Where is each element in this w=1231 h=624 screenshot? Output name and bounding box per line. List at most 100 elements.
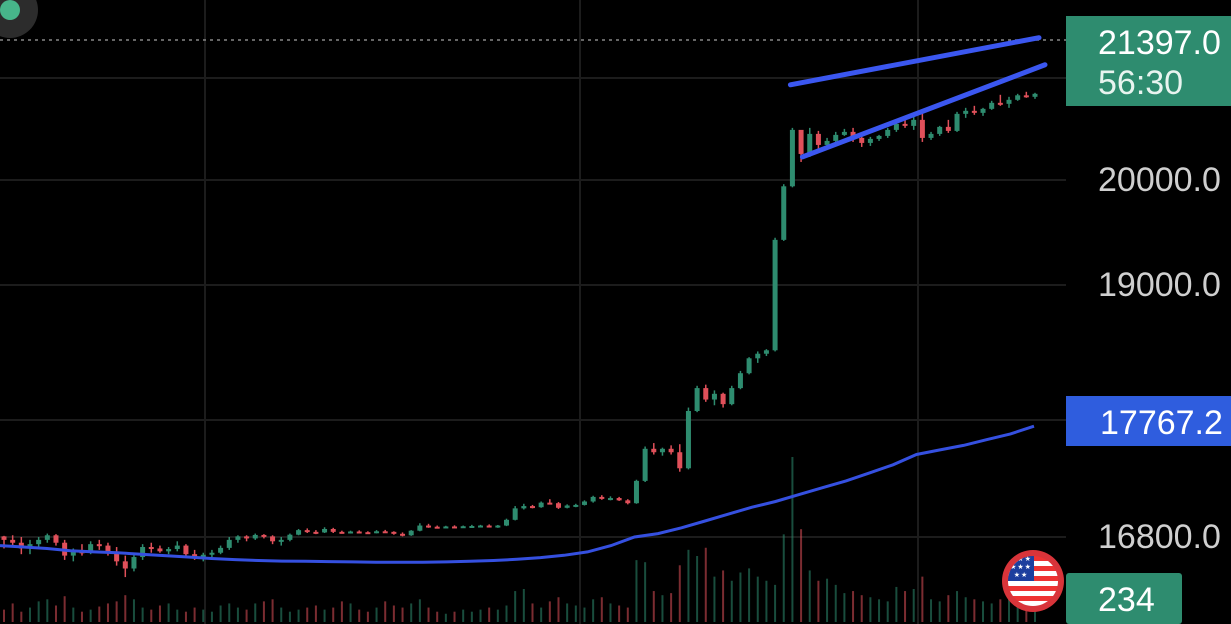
candle-body [746, 358, 752, 374]
candle-body [452, 526, 458, 529]
candle-body [330, 528, 336, 532]
volume-bar [418, 599, 421, 622]
volume-bar [106, 603, 109, 622]
volume-bar [774, 584, 777, 622]
candle-body [348, 531, 354, 534]
candle-body [356, 531, 362, 534]
candle-body [573, 504, 579, 507]
candle-body [997, 102, 1003, 105]
volume-bar [895, 586, 898, 622]
y-tick-label: 16800.0 [1098, 518, 1221, 556]
candle-body [417, 525, 423, 531]
volume-bar [843, 593, 846, 622]
volume-bar [644, 562, 647, 622]
volume-bar [704, 547, 707, 622]
volume-bar [947, 595, 950, 622]
volume-bar [228, 603, 231, 622]
candle-body [434, 526, 440, 529]
candle-body [555, 503, 561, 508]
candle-body [833, 134, 839, 141]
candle-body [148, 547, 154, 550]
volume-bar [98, 606, 101, 622]
candle-body [36, 539, 42, 545]
candle-body [659, 448, 665, 453]
volume-bar [453, 611, 456, 622]
volume-bar [332, 607, 335, 622]
volume-bar [912, 589, 915, 622]
candle-body [460, 526, 466, 529]
volume-bar [956, 591, 959, 622]
volume-bar [800, 529, 803, 622]
current-price-value: 21397.0 [1098, 24, 1221, 62]
candle-body [703, 388, 709, 400]
candle-body [504, 519, 510, 526]
candle-body [339, 531, 345, 534]
volume-bar [63, 596, 66, 622]
volume-bar [852, 591, 855, 622]
candle-body [252, 534, 258, 539]
candle-body [867, 138, 873, 143]
candle-body [885, 129, 891, 136]
candle-body [720, 393, 726, 405]
volume-bar [254, 603, 257, 622]
volume-bar [808, 570, 811, 622]
volume-bar [592, 599, 595, 622]
volume-bar [202, 609, 205, 622]
rising-wedge-trendlines[interactable] [787, 35, 1048, 160]
candle-body [694, 388, 700, 411]
candle-body [547, 502, 553, 505]
candle-body [512, 508, 518, 520]
volume-bar [288, 611, 291, 622]
candle-body [954, 113, 960, 131]
volume-bar [358, 609, 361, 622]
candle-body [278, 539, 284, 542]
candle-body [296, 530, 302, 535]
candle-body [443, 526, 449, 529]
y-tick-label: 19000.0 [1098, 266, 1221, 304]
volume-bar [366, 611, 369, 622]
candle-body [781, 186, 787, 240]
candle-body [261, 534, 267, 537]
candle-body [815, 133, 821, 145]
candle-body [1032, 93, 1038, 97]
candle-body [122, 561, 128, 569]
candle-body [616, 498, 622, 501]
volume-bar [436, 611, 439, 622]
candle-body [114, 552, 120, 562]
candle-body [685, 411, 691, 469]
volume-bar [3, 609, 5, 622]
volume-bar [124, 595, 127, 622]
y-tick-label: 20000.0 [1098, 161, 1221, 199]
volume-bar [782, 534, 785, 622]
candle-body [10, 539, 16, 543]
volume-bar [20, 611, 23, 622]
volume-bar [609, 603, 612, 622]
volume-bar [167, 603, 170, 622]
moving-average-value: 17767.2 [1100, 404, 1223, 442]
volume-bar [89, 609, 92, 622]
candle-body [668, 448, 674, 453]
volume-bar [921, 576, 924, 622]
volume-bar [427, 607, 430, 622]
candle-body [131, 557, 137, 569]
candle-body [365, 532, 371, 535]
volume-tag: 234 [1066, 573, 1182, 624]
candle-body [642, 448, 648, 481]
candle-body [226, 539, 232, 548]
volume-bar [860, 595, 863, 622]
volume-bar [756, 576, 759, 622]
volume-bar [1016, 601, 1019, 622]
candle-body [971, 110, 977, 113]
volume-bars [3, 457, 1036, 622]
volume-bar [141, 607, 144, 622]
volume-bar [115, 601, 118, 622]
volume-bar [670, 593, 673, 622]
volume-bar [886, 601, 889, 622]
candle-body [270, 536, 276, 542]
volume-bar [323, 609, 326, 622]
volume-bar [54, 605, 57, 622]
us-flag-icon[interactable]: ★★★ ★★★ ★★ [1002, 550, 1064, 612]
candle-body [374, 531, 380, 534]
status-indicator[interactable] [0, 0, 38, 38]
